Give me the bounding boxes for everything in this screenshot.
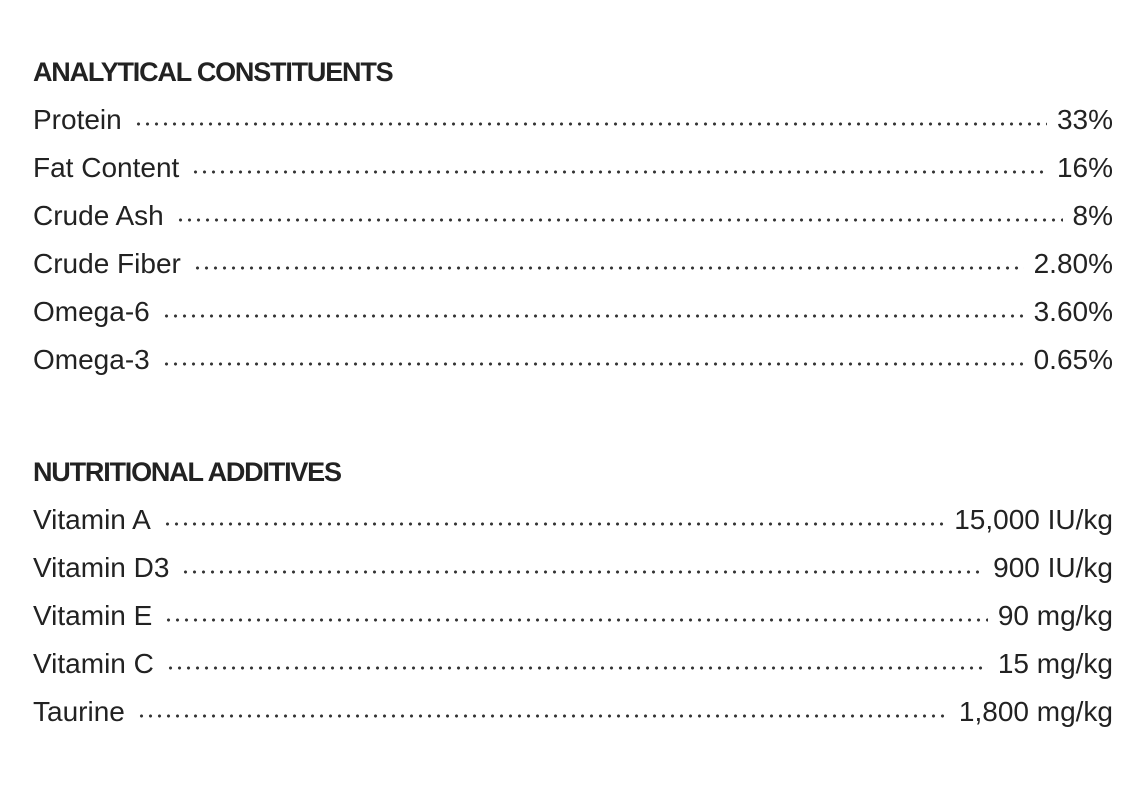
nutrient-row: Crude Fiber 2.80% — [33, 240, 1113, 288]
nutrient-row: Omega-6 3.60% — [33, 288, 1113, 336]
dot-leader — [161, 359, 1024, 369]
nutrient-row: Vitamin C 15 mg/kg — [33, 640, 1113, 688]
nutrient-label: Crude Ash — [33, 200, 164, 231]
nutrient-label: Omega-6 — [33, 296, 150, 327]
section: NUTRITIONAL ADDITIVES Vitamin A 15,000 IU/… — [33, 448, 1113, 736]
nutrient-value: 2.80% — [1033, 248, 1113, 279]
nutrient-row: Omega-3 0.65% — [33, 336, 1113, 384]
nutrient-value: 3.60% — [1033, 296, 1113, 327]
nutrient-value: 1,800 mg/kg — [958, 696, 1113, 727]
nutrient-row: Vitamin A 15,000 IU/kg — [33, 496, 1113, 544]
section: ANALYTICAL CONSTITUENTS Protein 33% Fat Con… — [33, 48, 1113, 384]
nutrient-label: Vitamin E — [33, 600, 153, 631]
dot-leader — [165, 663, 988, 673]
nutrient-label: Protein — [33, 104, 122, 135]
document: ANALYTICAL CONSTITUENTS Protein 33% Fat Con… — [33, 48, 1113, 800]
nutrient-row: Vitamin E 90 mg/kg — [33, 592, 1113, 640]
dot-leader — [162, 519, 945, 529]
nutrient-value: 33% — [1056, 104, 1113, 135]
dot-leader — [164, 615, 988, 625]
nutrient-value: 8% — [1072, 200, 1113, 231]
nutrient-row: Crude Ash 8% — [33, 192, 1113, 240]
nutrient-row: Vitamin D3 900 IU/kg — [33, 544, 1113, 592]
nutrient-label: Crude Fiber — [33, 248, 181, 279]
nutrient-value: 0.65% — [1033, 344, 1113, 375]
dot-leader — [136, 711, 949, 721]
nutrient-value: 16% — [1056, 152, 1113, 183]
dot-leader — [191, 167, 1047, 177]
section-heading: NUTRITIONAL ADDITIVES — [33, 457, 342, 487]
dot-leader — [181, 567, 984, 577]
nutrient-row: Protein 33% — [33, 96, 1113, 144]
nutrient-value: 15,000 IU/kg — [954, 504, 1113, 535]
nutrient-label: Vitamin A — [33, 504, 151, 535]
dot-leader — [161, 311, 1024, 321]
nutrient-label: Omega-3 — [33, 344, 150, 375]
dot-leader — [175, 215, 1063, 225]
nutrient-label: Vitamin D3 — [33, 552, 170, 583]
section-heading: ANALYTICAL CONSTITUENTS — [33, 57, 394, 87]
nutrient-row: Fat Content 16% — [33, 144, 1113, 192]
nutrient-value: 900 IU/kg — [993, 552, 1113, 583]
nutrient-value: 90 mg/kg — [997, 600, 1113, 631]
nutrient-label: Taurine — [33, 696, 125, 727]
nutrient-row: Taurine 1,800 mg/kg — [33, 688, 1113, 736]
nutrient-label: Vitamin C — [33, 648, 154, 679]
dot-leader — [133, 119, 1047, 129]
dot-leader — [192, 263, 1024, 273]
nutrient-value: 15 mg/kg — [997, 648, 1113, 679]
nutrient-label: Fat Content — [33, 152, 180, 183]
